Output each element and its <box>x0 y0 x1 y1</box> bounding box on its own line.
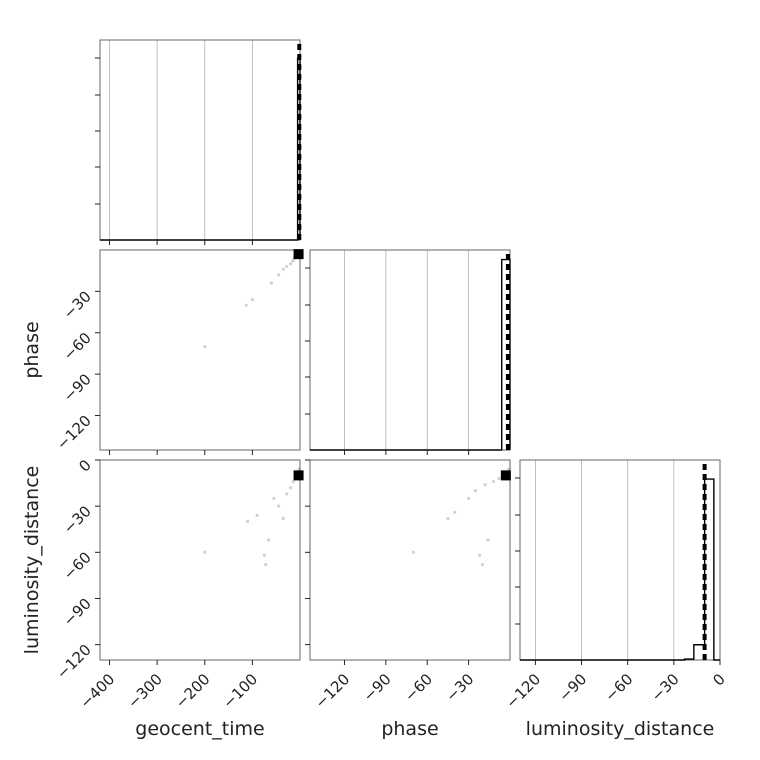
sample-point <box>269 281 274 285</box>
panel-frame <box>519 459 721 661</box>
sample-point <box>276 273 281 277</box>
histogram-step <box>310 258 511 451</box>
panel-frame <box>99 459 301 661</box>
x-axis-label: phase <box>381 718 438 740</box>
panel-frame <box>309 249 511 451</box>
sample-point <box>281 516 285 521</box>
density-core <box>293 470 304 481</box>
grid-lines <box>534 460 721 660</box>
y-tick-label: −90 <box>60 370 95 405</box>
y-tick-label: 0 <box>75 456 94 475</box>
y-axis-label: phase <box>21 321 43 378</box>
sample-point <box>297 467 301 471</box>
y-tick-label: −30 <box>60 287 95 322</box>
sample-point <box>281 267 285 271</box>
x-tick-label: −120 <box>311 670 353 712</box>
density-core <box>293 249 304 260</box>
hist-panel-phase <box>305 249 511 455</box>
histogram-step <box>520 478 720 661</box>
sample-point <box>276 504 281 508</box>
sample-point <box>255 513 259 517</box>
y-tick-label: −120 <box>53 412 95 454</box>
sample-point <box>486 538 490 542</box>
sample-point <box>246 519 250 524</box>
panel-frame <box>99 39 301 241</box>
sample-point <box>264 563 268 567</box>
sample-point <box>288 262 293 266</box>
sample-point <box>203 550 207 554</box>
sample-point <box>244 303 248 307</box>
x-tick-label: −200 <box>172 670 214 712</box>
x-tick-label: −60 <box>601 670 636 705</box>
sample-point <box>491 479 496 484</box>
sample-point <box>285 492 289 496</box>
sample-point <box>262 553 266 557</box>
sample-point <box>411 550 416 554</box>
y-tick-label: −60 <box>60 329 95 364</box>
panel-frame <box>309 459 511 661</box>
x-tick-label: −90 <box>555 670 590 705</box>
sample-point <box>497 476 501 481</box>
grid-lines <box>109 40 253 240</box>
hist-panel-geocent_time <box>95 39 302 245</box>
grid-lines <box>344 250 470 450</box>
y-tick-label: −120 <box>53 641 95 683</box>
sample-point <box>266 538 271 542</box>
sample-point <box>478 553 482 557</box>
hist-panel-luminosity_distance <box>515 459 721 665</box>
sample-point <box>203 344 207 349</box>
sample-point <box>480 563 485 567</box>
y-tick-label: −90 <box>60 595 95 630</box>
sample-point <box>291 259 295 263</box>
sample-point <box>453 510 457 514</box>
y-axis-label: luminosity_distance <box>21 466 43 655</box>
x-axis-label: geocent_time <box>135 718 264 740</box>
y-tick-label: −60 <box>60 548 95 583</box>
sample-point <box>285 264 289 269</box>
x-tick-label: −60 <box>401 670 436 705</box>
sample-point <box>446 516 450 521</box>
sample-point <box>467 496 471 501</box>
histogram-step <box>100 57 301 241</box>
sample-point <box>473 489 478 493</box>
x-tick-label: −30 <box>648 670 683 705</box>
sample-point <box>291 479 295 484</box>
sample-point <box>507 467 511 471</box>
panel-frame <box>99 249 301 451</box>
sample-point <box>483 483 487 487</box>
x-tick-label: 0 <box>709 670 728 689</box>
x-tick-label: −300 <box>124 670 166 712</box>
scatter-panel-geocent_time_vs_phase <box>95 249 304 455</box>
scatter-panel-phase_vs_luminosity_distance <box>305 459 511 665</box>
x-tick-label: −120 <box>502 670 544 712</box>
x-tick-label: −30 <box>442 670 477 705</box>
x-tick-label: −90 <box>360 670 395 705</box>
x-tick-label: −100 <box>219 670 261 712</box>
x-axis-label: luminosity_distance <box>526 718 715 740</box>
sample-point <box>250 298 254 302</box>
x-tick-label: −400 <box>76 670 118 712</box>
sample-point <box>288 486 293 490</box>
y-tick-label: −30 <box>60 502 95 537</box>
density-core <box>500 470 511 481</box>
sample-point <box>272 496 276 501</box>
scatter-panel-geocent_time_vs_luminosity_distance <box>95 459 304 665</box>
